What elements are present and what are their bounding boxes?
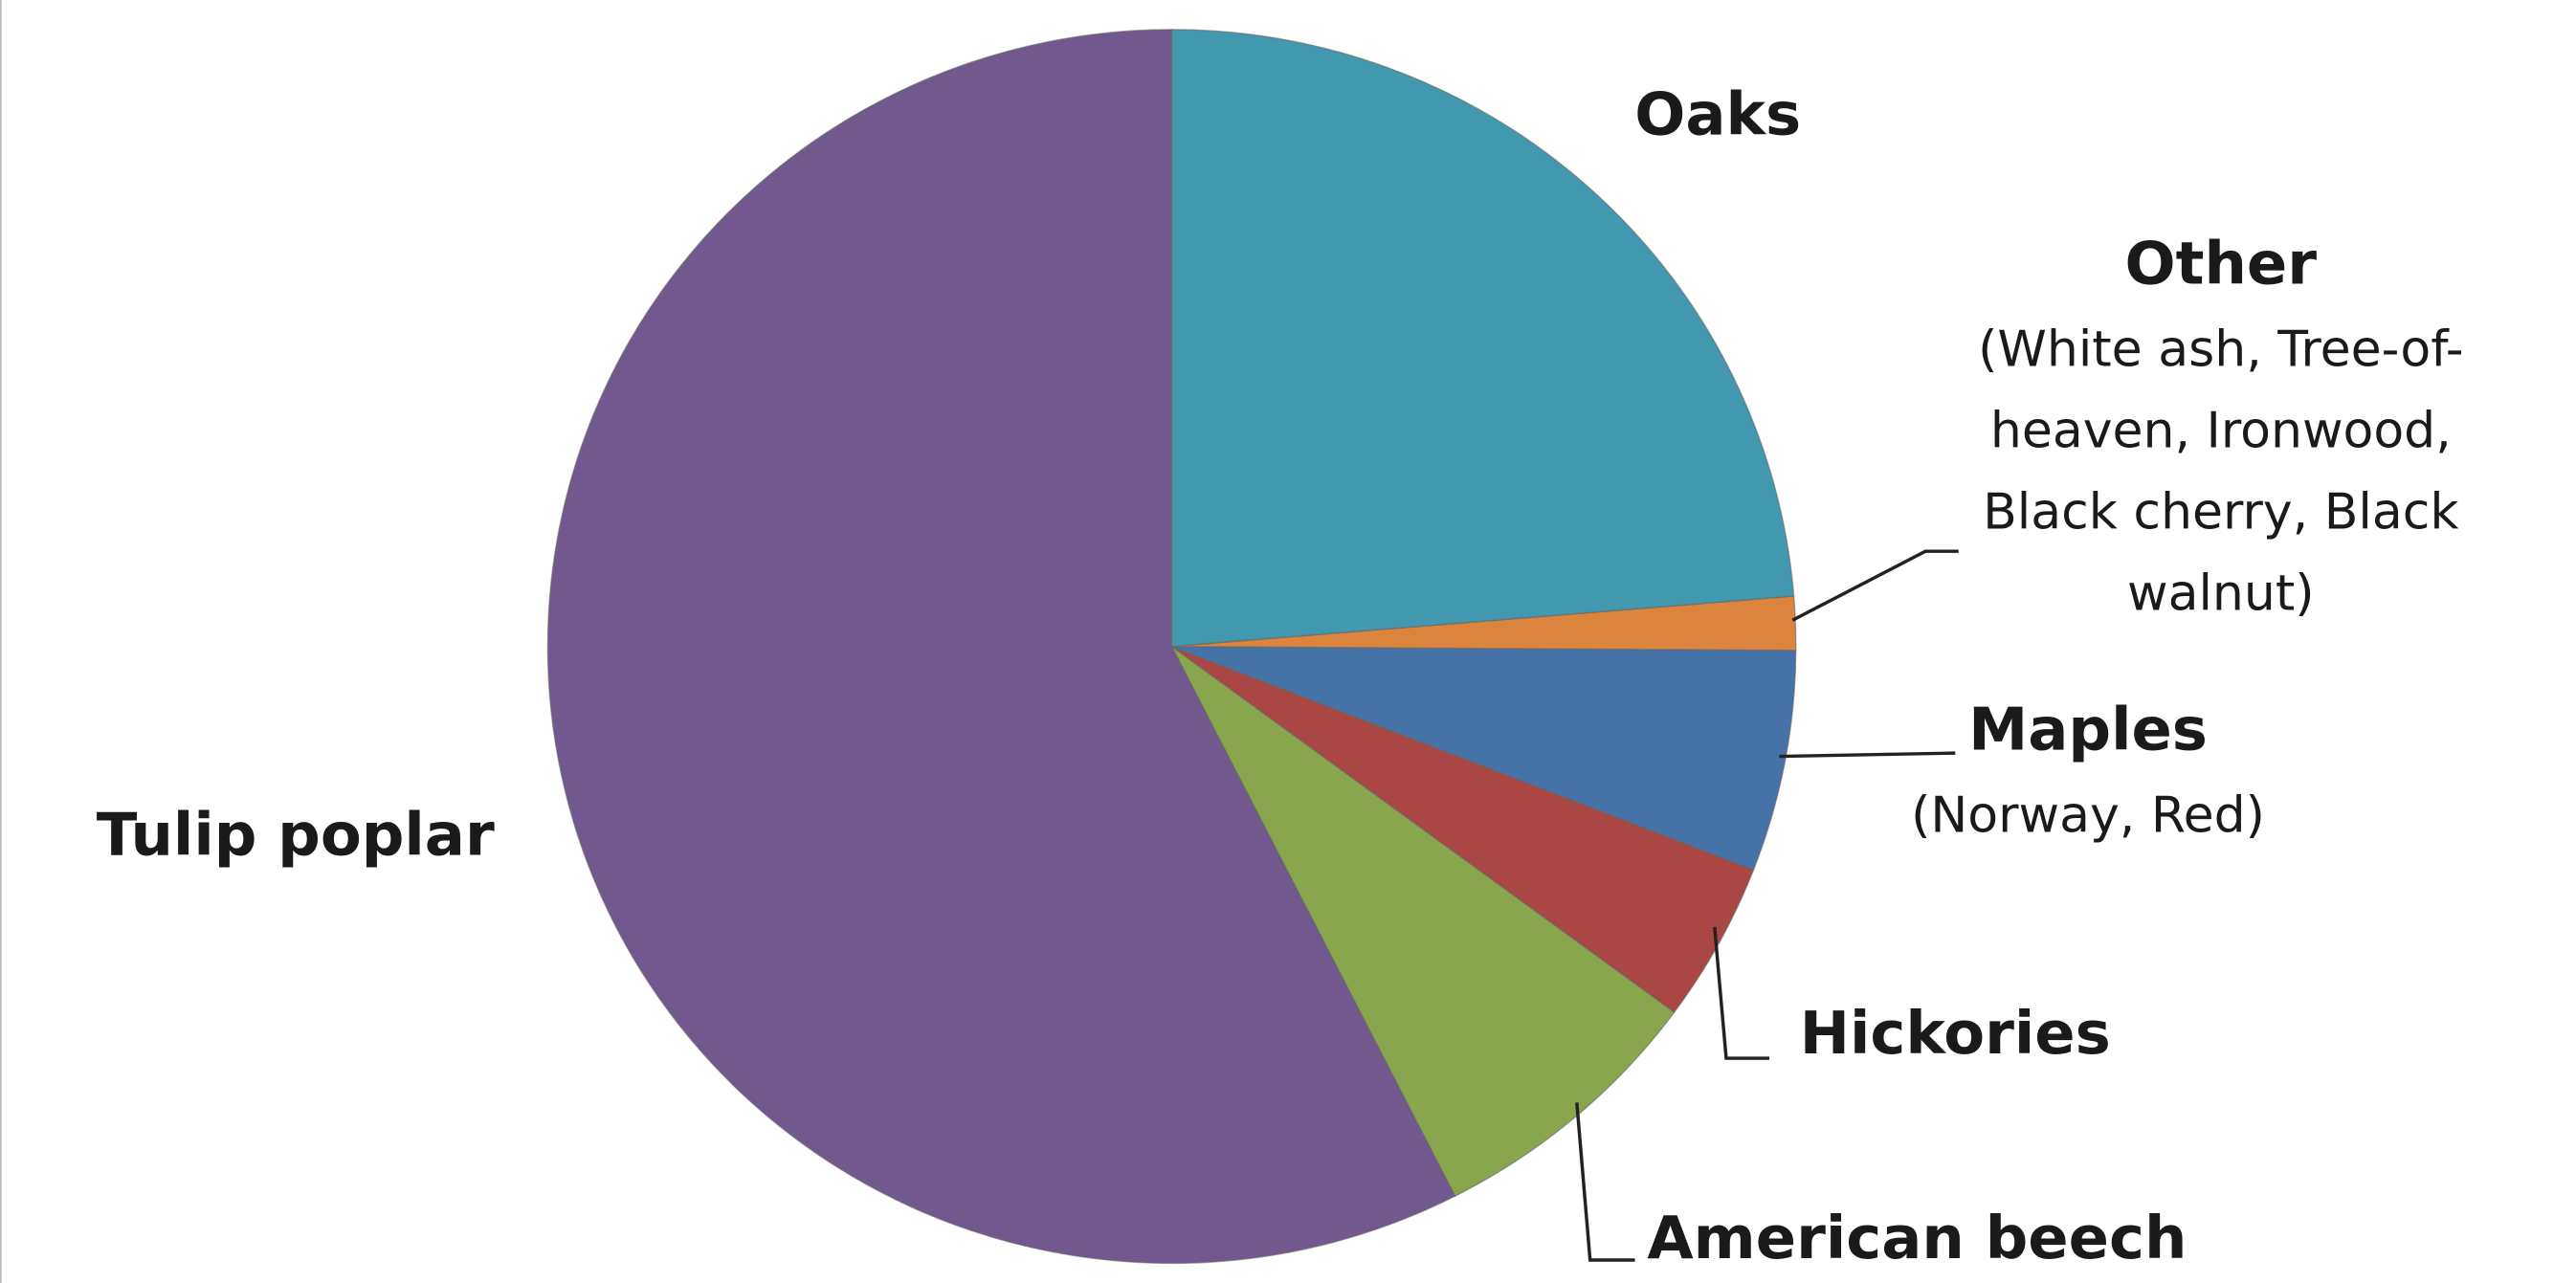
slice-note: Black cherry, Black [1983, 484, 2458, 542]
slice [1170, 646, 1676, 1198]
leader-line [1713, 926, 1770, 1060]
slice-label: Other [2125, 229, 2318, 299]
slice-label: Hickories [1800, 998, 2111, 1068]
slice-note: heaven, Ironwood, [1990, 403, 2452, 460]
slice-label: Oaks [1634, 79, 1801, 149]
slice [546, 29, 1456, 1265]
slice [1171, 646, 1755, 1013]
slice [1170, 29, 1795, 648]
slice-note: (White ash, Tree-of- [1978, 321, 2463, 379]
slice [1171, 645, 1797, 872]
slice-label: Maples [1968, 695, 2208, 764]
slice-note: (Norway, Red) [1911, 787, 2265, 845]
leader-line [1575, 1102, 1635, 1262]
slice-note: walnut) [2127, 565, 2315, 623]
leader-line [1779, 751, 1956, 759]
slice-label: American beech [1647, 1203, 2187, 1272]
slice-label: Tulip poplar [97, 800, 495, 870]
leader-line [1791, 549, 1959, 622]
